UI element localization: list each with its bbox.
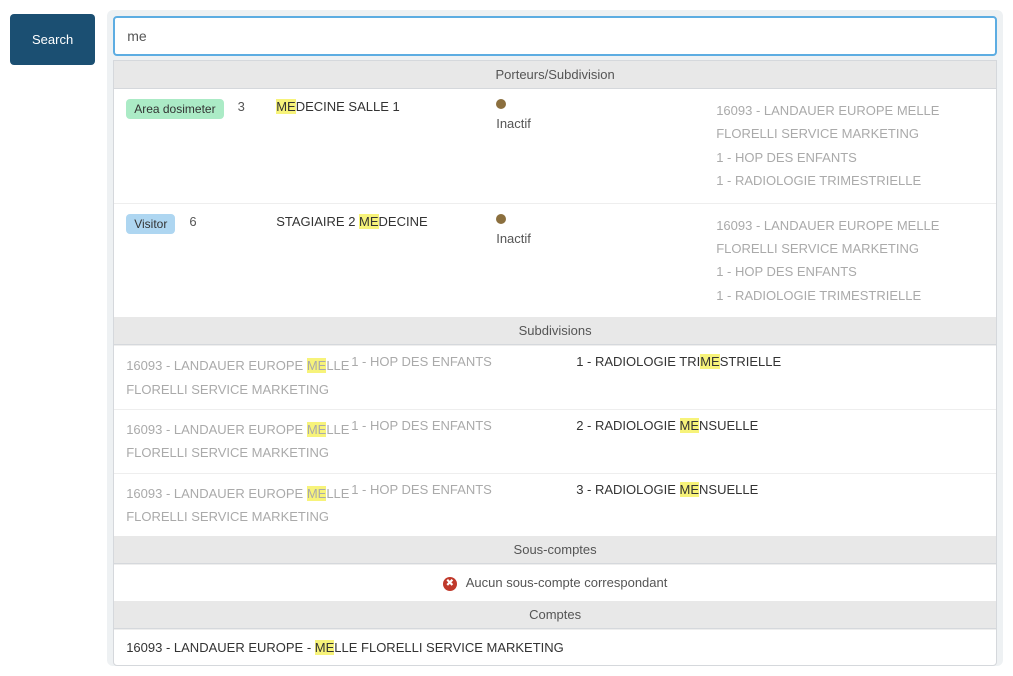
subdivision-col3: 1 - RADIOLOGIE TRIMESTRIELLE <box>576 354 984 369</box>
status-dot-icon <box>496 214 506 224</box>
search-panel: Porteurs/Subdivision Area dosimeter 3 MEDE… <box>107 10 1003 666</box>
error-icon: ✖ <box>443 577 457 591</box>
porteur-name: MEDECINE SALLE 1 <box>276 99 496 114</box>
status-dot-icon <box>496 99 506 109</box>
section-header-porteurs: Porteurs/Subdivision <box>114 61 996 89</box>
badge-number: 6 <box>189 214 196 229</box>
results-dropdown: Porteurs/Subdivision Area dosimeter 3 MEDE… <box>113 60 997 666</box>
subdivision-col2: 1 - HOP DES ENFANTS <box>351 354 576 369</box>
porteurs-row[interactable]: Visitor 6 STAGIAIRE 2 MEDECINEInactif16093… <box>114 204 996 318</box>
subdivision-col1: 16093 - LANDAUER EUROPE MELLE FLORELLI S… <box>126 354 351 401</box>
souscomptes-empty-row: ✖ Aucun sous-compte correspondant <box>114 564 996 601</box>
path-cell: 16093 - LANDAUER EUROPE MELLE FLORELLI S… <box>716 214 984 308</box>
subdivision-col3: 3 - RADIOLOGIE MENSUELLE <box>576 482 984 497</box>
type-badge: Visitor <box>126 214 175 234</box>
path-cell: 16093 - LANDAUER EUROPE MELLE FLORELLI S… <box>716 99 984 193</box>
subdivision-col2: 1 - HOP DES ENFANTS <box>351 418 576 433</box>
subdivision-col1: 16093 - LANDAUER EUROPE MELLE FLORELLI S… <box>126 418 351 465</box>
subdivision-col3: 2 - RADIOLOGIE MENSUELLE <box>576 418 984 433</box>
section-header-comptes: Comptes <box>114 601 996 629</box>
compte-row[interactable]: 16093 - LANDAUER EUROPE - MELLE FLORELLI… <box>114 629 996 665</box>
badge-number: 3 <box>238 99 245 114</box>
status-text: Inactif <box>496 116 716 131</box>
status-cell: Inactif <box>496 99 716 131</box>
souscomptes-empty-text: Aucun sous-compte correspondant <box>466 575 668 590</box>
type-badge: Area dosimeter <box>126 99 223 119</box>
subdivision-col1: 16093 - LANDAUER EUROPE MELLE FLORELLI S… <box>126 482 351 529</box>
section-header-subdivisions: Subdivisions <box>114 317 996 345</box>
status-text: Inactif <box>496 231 716 246</box>
status-cell: Inactif <box>496 214 716 246</box>
subdivision-col2: 1 - HOP DES ENFANTS <box>351 482 576 497</box>
porteur-name: STAGIAIRE 2 MEDECINE <box>276 214 496 229</box>
subdivision-row[interactable]: 16093 - LANDAUER EUROPE MELLE FLORELLI S… <box>114 473 996 537</box>
porteurs-row[interactable]: Area dosimeter 3 MEDECINE SALLE 1Inactif16… <box>114 89 996 204</box>
subdivision-row[interactable]: 16093 - LANDAUER EUROPE MELLE FLORELLI S… <box>114 409 996 473</box>
subdivision-row[interactable]: 16093 - LANDAUER EUROPE MELLE FLORELLI S… <box>114 345 996 409</box>
search-input[interactable] <box>113 16 997 56</box>
search-button[interactable]: Search <box>10 14 95 65</box>
section-header-souscomptes: Sous-comptes <box>114 536 996 564</box>
